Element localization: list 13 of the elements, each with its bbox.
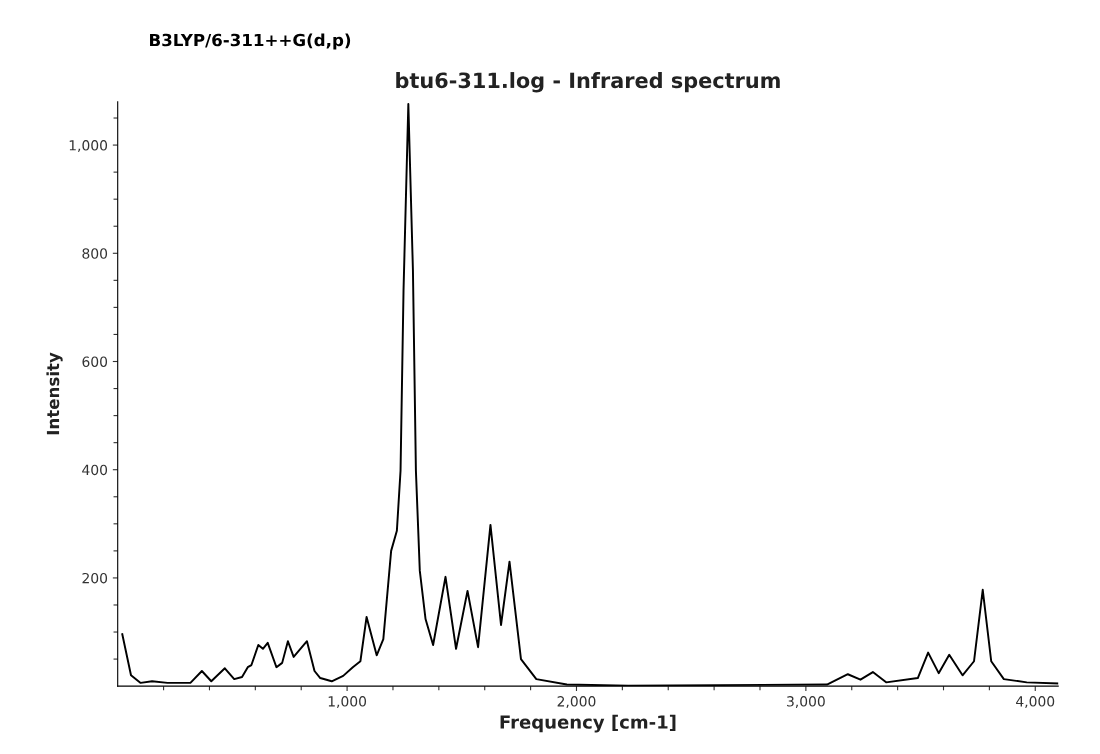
text: B3LYP/6-311++G(d,p) — [150, 33, 351, 50]
y-axis-title: Intensity — [46, 352, 63, 435]
chart-title: btu6-311.log - Infrared spectrum — [396, 72, 780, 93]
x-axis-title: Frequency [cm-1] — [500, 714, 676, 733]
x-tick-label: 3,000 — [787, 696, 825, 709]
x-tick-label: 4,000 — [1016, 696, 1055, 709]
y-tick-label: 400 — [82, 464, 108, 476]
x-tick-label: 2,000 — [557, 696, 596, 709]
x-tick-label: 1,000 — [328, 696, 367, 709]
y-tick-label: 1,000 — [69, 140, 108, 152]
y-tick-label: 800 — [82, 248, 108, 259]
y-tick-label: 200 — [82, 572, 108, 584]
y-tick-label: 600 — [82, 356, 108, 367]
